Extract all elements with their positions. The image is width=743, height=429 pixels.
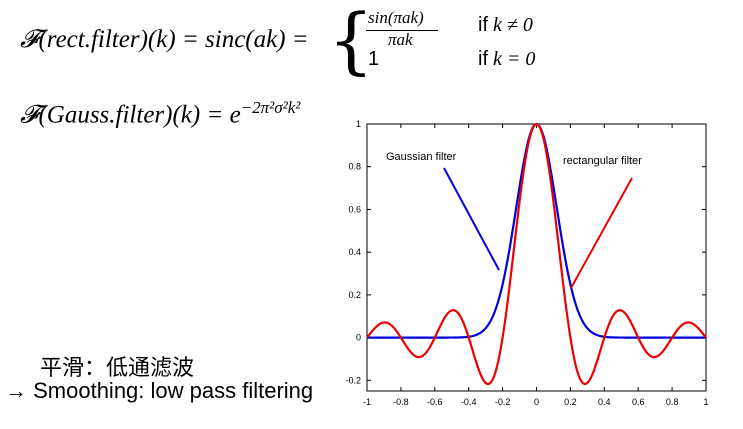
series-layer <box>366 122 707 386</box>
case1-condition: if k ≠ 0 <box>478 14 533 37</box>
case2-if: if <box>478 48 488 70</box>
x-tick-label: -1 <box>363 397 371 407</box>
rectangular-pointer-line <box>570 177 633 289</box>
y-tick-label: 0.6 <box>348 204 361 214</box>
x-tick-label: 0.6 <box>632 397 645 407</box>
x-tick-label: 0.2 <box>564 397 577 407</box>
x-tick-label: -0.6 <box>427 397 443 407</box>
x-tick-label: 0 <box>534 397 539 407</box>
rectangular-filter-label: rectangular filter <box>563 155 642 167</box>
x-tick-label: 1 <box>703 397 708 407</box>
rect-filter-lhs: 𝓕(rect.filter)(k) = sinc(ak) = <box>20 26 309 53</box>
x-tick-label: -0.4 <box>461 397 477 407</box>
case1-fraction-bar <box>366 30 438 31</box>
x-tick-label: -0.8 <box>393 397 409 407</box>
y-tick-label: 0.4 <box>348 247 361 257</box>
gaussian-filter-label: Gaussian filter <box>386 151 457 163</box>
y-tick-label: 1 <box>356 119 361 129</box>
case2-value: 1 <box>368 48 380 70</box>
y-tick-label: 0.2 <box>348 290 361 300</box>
case1-if: if <box>478 14 488 36</box>
plot-frame <box>366 123 707 392</box>
y-tick-label: -0.2 <box>345 375 361 385</box>
x-tick-label: 0.4 <box>598 397 611 407</box>
annotation-layer: Gaussian filter rectangular filter <box>386 151 642 289</box>
x-tick-label: -0.2 <box>495 397 511 407</box>
case2-expr: k = 0 <box>493 48 536 70</box>
caption-english: → Smoothing: low pass filtering <box>5 378 314 403</box>
y-tick-label: 0.8 <box>348 162 361 172</box>
y-tick-label: 0 <box>356 333 361 343</box>
gauss-exponent: −2π²σ²k² <box>240 98 301 117</box>
x-tick-label: 0.8 <box>666 397 679 407</box>
cases-brace: { <box>328 0 374 82</box>
caption-chinese: 平滑：低通滤波 <box>40 356 195 381</box>
series-line <box>366 122 707 386</box>
x-axis-ticks: -1 -0.8 -0.6 -0.4 -0.2 0 0.2 0.4 0.6 0.8 1 <box>363 124 709 407</box>
gauss-filter-equation: 𝓕(Gauss.filter)(k) = e−2π²σ²k² <box>20 98 300 129</box>
case1-numerator: sin(πak) <box>368 8 424 27</box>
case1-expr: k ≠ 0 <box>493 14 533 36</box>
gaussian-pointer-line <box>443 167 500 271</box>
gauss-filter-lhs: 𝓕(Gauss.filter)(k) = e <box>20 101 241 129</box>
case1-denominator: πak <box>388 30 413 49</box>
rect-filter-equation: 𝓕(rect.filter)(k) = sinc(ak) = <box>20 26 309 54</box>
case2-condition: if k = 0 <box>478 48 535 71</box>
